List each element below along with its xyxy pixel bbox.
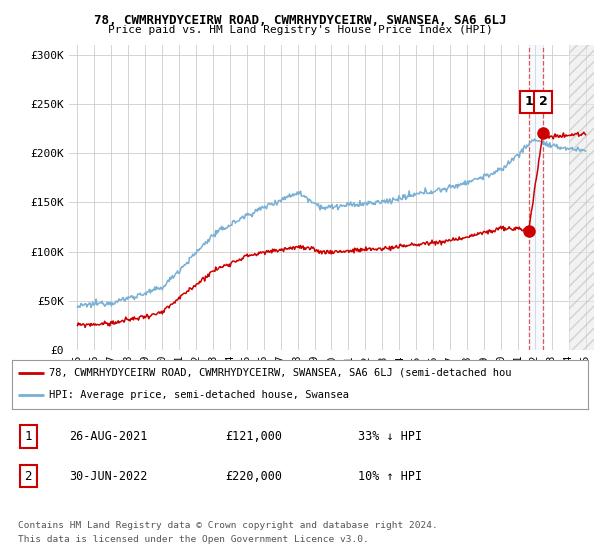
Text: 78, CWMRHYDYCEIRW ROAD, CWMRHYDYCEIRW, SWANSEA, SA6 6LJ: 78, CWMRHYDYCEIRW ROAD, CWMRHYDYCEIRW, S… bbox=[94, 14, 506, 27]
Text: Price paid vs. HM Land Registry's House Price Index (HPI): Price paid vs. HM Land Registry's House … bbox=[107, 25, 493, 35]
Text: £121,000: £121,000 bbox=[225, 430, 282, 443]
Text: 30-JUN-2022: 30-JUN-2022 bbox=[70, 470, 148, 483]
Text: This data is licensed under the Open Government Licence v3.0.: This data is licensed under the Open Gov… bbox=[18, 535, 369, 544]
Text: HPI: Average price, semi-detached house, Swansea: HPI: Average price, semi-detached house,… bbox=[49, 390, 349, 400]
Text: £220,000: £220,000 bbox=[225, 470, 282, 483]
Text: 10% ↑ HPI: 10% ↑ HPI bbox=[358, 470, 422, 483]
Text: 1: 1 bbox=[524, 95, 533, 109]
Text: 78, CWMRHYDYCEIRW ROAD, CWMRHYDYCEIRW, SWANSEA, SA6 6LJ (semi-detached hou: 78, CWMRHYDYCEIRW ROAD, CWMRHYDYCEIRW, S… bbox=[49, 368, 512, 378]
Text: 2: 2 bbox=[25, 470, 32, 483]
Text: Contains HM Land Registry data © Crown copyright and database right 2024.: Contains HM Land Registry data © Crown c… bbox=[18, 521, 438, 530]
Bar bbox=[569, 45, 594, 350]
Text: 2: 2 bbox=[539, 95, 548, 109]
Bar bbox=[529, 45, 543, 350]
Text: 26-AUG-2021: 26-AUG-2021 bbox=[70, 430, 148, 443]
Bar bbox=[569, 45, 594, 350]
Text: 33% ↓ HPI: 33% ↓ HPI bbox=[358, 430, 422, 443]
Text: 1: 1 bbox=[25, 430, 32, 443]
